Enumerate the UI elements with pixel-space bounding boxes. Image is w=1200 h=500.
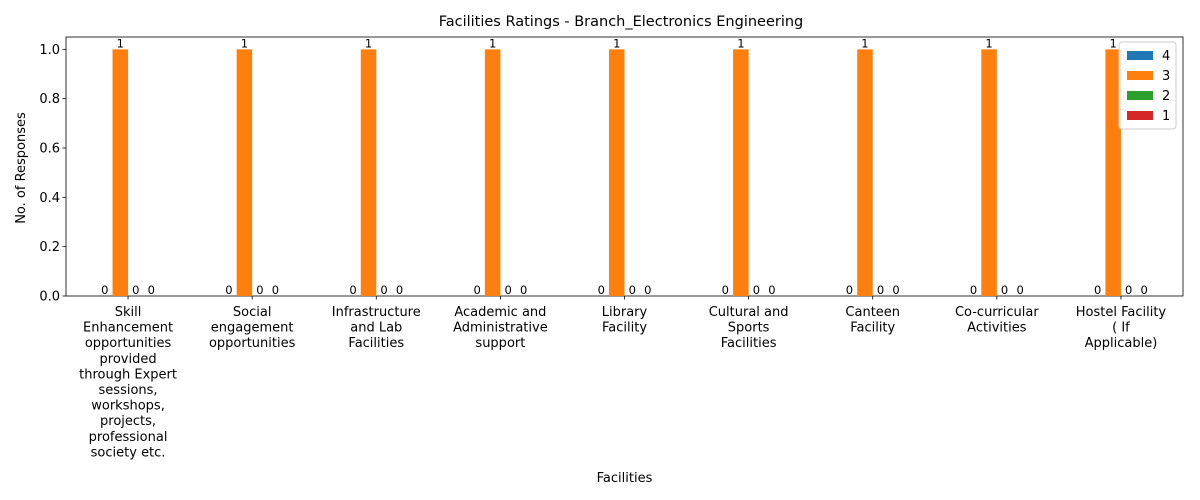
data-label-series-3-cat-4: 1	[613, 36, 620, 50]
legend: 4 3 2 1	[1118, 41, 1177, 130]
data-label-series-4-cat-4: 0	[598, 283, 605, 297]
data-label-series-2-cat-4: 0	[629, 283, 636, 297]
x-tick-label-6: Canteen Facility	[845, 305, 900, 336]
data-label-series-4-cat-5: 0	[722, 283, 729, 297]
data-label-series-3-cat-0: 1	[117, 36, 124, 50]
x-tick-label-2: Infrastructure and Lab Facilities	[332, 305, 421, 351]
data-label-series-1-cat-7: 0	[1016, 283, 1023, 297]
data-label-series-1-cat-3: 0	[520, 283, 527, 297]
y-axis: 0.0 0.2 0.4 0.6 0.8 1.0	[39, 43, 66, 305]
data-label-series-1-cat-2: 0	[396, 283, 403, 297]
data-label-series-2-cat-8: 0	[1125, 283, 1132, 297]
bar-series-3-cat-5	[733, 49, 749, 297]
y-tick-label: 0.2	[39, 240, 60, 255]
bars	[112, 49, 1121, 297]
x-axis-label: Facilities	[597, 471, 653, 486]
bar-series-3-cat-2	[360, 49, 377, 297]
data-label-series-2-cat-2: 0	[380, 283, 387, 297]
legend-label-3: 3	[1162, 69, 1170, 84]
data-label-series-2-cat-0: 0	[132, 283, 139, 297]
bar-series-3-cat-0	[112, 49, 129, 297]
x-tick-label-4: Library Facility	[602, 305, 648, 336]
data-label-series-3-cat-6: 1	[861, 36, 868, 50]
x-tick-label-8: Hostel Facility( If Applicable)	[1076, 305, 1167, 351]
y-axis-label: No. of Responses	[14, 112, 29, 224]
y-tick-label: 0.4	[39, 191, 60, 206]
data-label-series-4-cat-6: 0	[846, 283, 853, 297]
data-label-series-1-cat-8: 0	[1141, 283, 1148, 297]
y-tick-label: 1.0	[39, 43, 60, 58]
data-label-series-1-cat-5: 0	[768, 283, 775, 297]
x-tick-label-7: Co-curricular Activities	[955, 305, 1039, 336]
legend-label-1: 1	[1162, 109, 1170, 124]
y-tick-label: 0.0	[39, 290, 60, 305]
bar-series-3-cat-3	[484, 49, 501, 297]
bar-series-3-cat-1	[236, 49, 253, 297]
bar-series-3-cat-8	[1105, 49, 1121, 297]
data-label-series-1-cat-1: 0	[272, 283, 279, 297]
data-label-series-1-cat-0: 0	[148, 283, 155, 297]
x-axis: Skill Enhancement opportunities provided thr…	[79, 296, 1166, 460]
data-label-series-3-cat-3: 1	[489, 36, 496, 50]
bar-series-3-cat-6	[857, 49, 873, 297]
y-tick-label: 0.8	[39, 92, 60, 107]
chart-title: Facilities Ratings - Branch_Electronics …	[439, 14, 804, 30]
x-tick-label-5: Cultural and Sports Facilities	[709, 305, 789, 351]
y-tick-label: 0.6	[39, 142, 60, 157]
data-label-series-4-cat-7: 0	[970, 283, 977, 297]
data-label-series-4-cat-3: 0	[473, 283, 480, 297]
data-label-series-2-cat-5: 0	[753, 283, 760, 297]
bar-series-3-cat-7	[981, 49, 997, 297]
data-label-series-3-cat-8: 1	[1110, 36, 1117, 50]
legend-box	[1118, 41, 1177, 130]
legend-label-2: 2	[1162, 89, 1170, 104]
data-label-series-4-cat-1: 0	[225, 283, 232, 297]
data-label-series-2-cat-1: 0	[256, 283, 263, 297]
legend-swatch-3	[1127, 71, 1153, 80]
x-tick-label-0: Skill Enhancement opportunities provided thr…	[79, 305, 177, 460]
data-label-series-2-cat-6: 0	[877, 283, 884, 297]
data-label-series-1-cat-4: 0	[644, 283, 651, 297]
data-label-series-4-cat-8: 0	[1094, 283, 1101, 297]
x-tick-label-1: Social engagement opportunities	[209, 305, 296, 351]
data-label-series-3-cat-7: 1	[985, 36, 992, 50]
data-label-series-1-cat-6: 0	[892, 283, 899, 297]
data-label-series-2-cat-7: 0	[1001, 283, 1008, 297]
data-labels: 0 0 0 0 0 0 0 0 01 1 1 1 1 1 1 1 10 0 0 0 0 0 0 0 00 0 0 0 0 0 0 0 0	[101, 36, 1148, 297]
data-label-series-2-cat-3: 0	[504, 283, 511, 297]
legend-swatch-4	[1127, 51, 1153, 60]
data-label-series-4-cat-2: 0	[349, 283, 356, 297]
data-label-series-3-cat-5: 1	[737, 36, 744, 50]
x-tick-label-3: Academic and Administrative support	[453, 305, 548, 351]
legend-label-4: 4	[1162, 49, 1170, 64]
legend-swatch-2	[1127, 91, 1153, 100]
bar-series-3-cat-4	[608, 49, 625, 297]
data-label-series-3-cat-2: 1	[365, 36, 372, 50]
legend-swatch-1	[1127, 111, 1153, 120]
data-label-series-4-cat-0: 0	[101, 283, 108, 297]
data-label-series-3-cat-1: 1	[241, 36, 248, 50]
